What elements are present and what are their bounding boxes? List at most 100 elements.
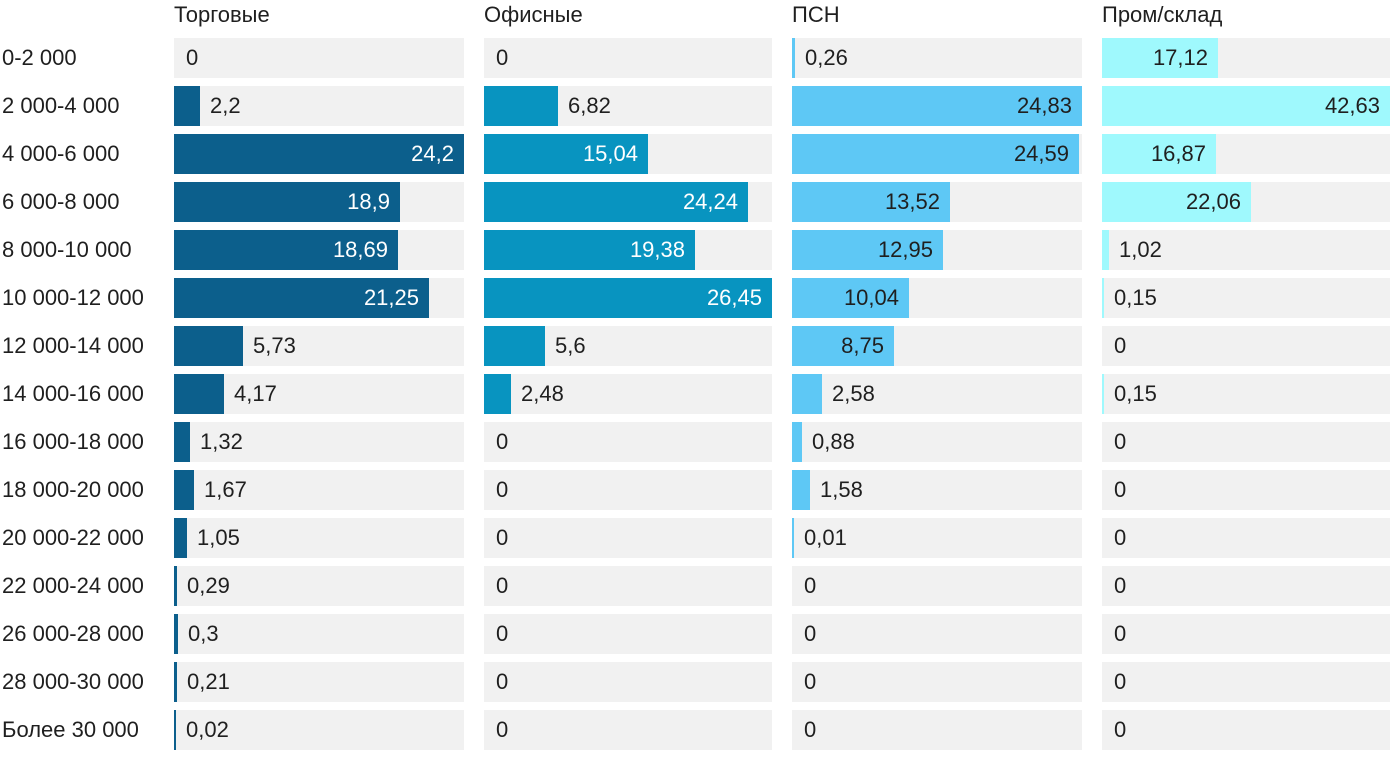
series-title: Торговые — [174, 2, 270, 27]
bar[interactable] — [174, 566, 177, 606]
bar[interactable] — [174, 182, 400, 222]
data-label: 2,48 — [521, 381, 564, 406]
bar[interactable] — [484, 374, 511, 414]
data-label: 24,59 — [1013, 141, 1069, 166]
bar-track: 1,58 — [792, 470, 1082, 510]
data-label: 24,83 — [1016, 93, 1072, 118]
bar-track: 0 — [1102, 470, 1390, 510]
data-label: 26,45 — [706, 285, 762, 310]
category-label: 20 000-22 000 — [2, 525, 144, 550]
bar[interactable] — [174, 134, 464, 174]
data-label: 0,15 — [1114, 381, 1157, 406]
bar[interactable] — [174, 710, 176, 750]
bar[interactable] — [484, 134, 648, 174]
bar-track: 0 — [1102, 566, 1390, 606]
bar-track: 0,15 — [1102, 374, 1390, 414]
category-label: 12 000-14 000 — [2, 333, 144, 358]
data-label: 0 — [186, 45, 199, 70]
bar[interactable] — [792, 230, 943, 270]
category-label: 16 000-18 000 — [2, 429, 144, 454]
bar-track: 8,75 — [792, 326, 1082, 366]
bar[interactable] — [792, 374, 822, 414]
bar[interactable] — [1102, 374, 1104, 414]
bar-track: 42,63 — [1102, 86, 1390, 126]
bar-track: 10,04 — [792, 278, 1082, 318]
bar[interactable] — [792, 278, 909, 318]
bar[interactable] — [1102, 86, 1390, 126]
data-label: 6,82 — [568, 93, 611, 118]
bar-track: 2,48 — [484, 374, 772, 414]
category-label: 18 000-20 000 — [2, 477, 144, 502]
bar[interactable] — [1102, 134, 1216, 174]
bar[interactable] — [174, 86, 200, 126]
bar[interactable] — [792, 470, 810, 510]
bar-track: 15,04 — [484, 134, 772, 174]
bar[interactable] — [484, 278, 772, 318]
data-label: 0,29 — [187, 573, 230, 598]
bar-track: 0 — [484, 662, 772, 702]
bar[interactable] — [174, 614, 178, 654]
bar[interactable] — [174, 662, 177, 702]
bar-track: 5,6 — [484, 326, 772, 366]
bar[interactable] — [792, 86, 1082, 126]
data-label: 16,87 — [1150, 141, 1206, 166]
bar-track: 0 — [792, 710, 1082, 750]
bar-track: 0,26 — [792, 38, 1082, 78]
bar-track: 0,15 — [1102, 278, 1390, 318]
series-title: Пром/склад — [1102, 2, 1223, 27]
data-label: 0 — [1114, 717, 1127, 742]
data-label: 18,9 — [347, 189, 390, 214]
bar-track: 0 — [484, 710, 772, 750]
category-label: Более 30 000 — [2, 717, 139, 742]
data-label: 8,75 — [841, 333, 884, 358]
bar[interactable] — [1102, 182, 1251, 222]
category-label: 26 000-28 000 — [2, 621, 144, 646]
bar[interactable] — [174, 278, 429, 318]
bar[interactable] — [1102, 230, 1109, 270]
bar[interactable] — [484, 326, 545, 366]
bar[interactable] — [174, 470, 194, 510]
data-label: 22,06 — [1185, 189, 1241, 214]
bar[interactable] — [792, 38, 795, 78]
data-label: 1,58 — [820, 477, 863, 502]
bar-track: 2,2 — [174, 86, 464, 126]
bar[interactable] — [792, 182, 950, 222]
bar[interactable] — [792, 134, 1079, 174]
bar-track: 16,87 — [1102, 134, 1390, 174]
bar[interactable] — [484, 182, 748, 222]
bar[interactable] — [174, 230, 398, 270]
data-label: 12,95 — [877, 237, 933, 262]
data-label: 24,24 — [682, 189, 738, 214]
bar[interactable] — [174, 374, 224, 414]
data-label: 0 — [496, 717, 509, 742]
bar[interactable] — [174, 326, 243, 366]
bar[interactable] — [792, 422, 802, 462]
bar-track: 0,01 — [792, 518, 1082, 558]
bar[interactable] — [484, 86, 558, 126]
category-label: 14 000-16 000 — [2, 381, 144, 406]
data-label: 0,26 — [805, 45, 848, 70]
bar-track: 1,05 — [174, 518, 464, 558]
bar[interactable] — [1102, 38, 1218, 78]
bar[interactable] — [484, 230, 695, 270]
bar-track: 0 — [174, 38, 464, 78]
bar-track: 18,69 — [174, 230, 464, 270]
data-label: 0 — [496, 621, 509, 646]
bar-track: 12,95 — [792, 230, 1082, 270]
bar[interactable] — [174, 518, 187, 558]
bar[interactable] — [792, 518, 794, 558]
bar[interactable] — [792, 326, 894, 366]
bar-track: 0,21 — [174, 662, 464, 702]
data-label: 0,88 — [812, 429, 855, 454]
bar-track: 22,06 — [1102, 182, 1390, 222]
bar[interactable] — [1102, 278, 1104, 318]
data-label: 42,63 — [1324, 93, 1380, 118]
bar[interactable] — [174, 422, 190, 462]
bar-track: 2,58 — [792, 374, 1082, 414]
data-label: 1,67 — [204, 477, 247, 502]
bar-track: 26,45 — [484, 278, 772, 318]
bar-track: 0 — [484, 422, 772, 462]
bar-track: 5,73 — [174, 326, 464, 366]
bar-track: 0 — [1102, 422, 1390, 462]
